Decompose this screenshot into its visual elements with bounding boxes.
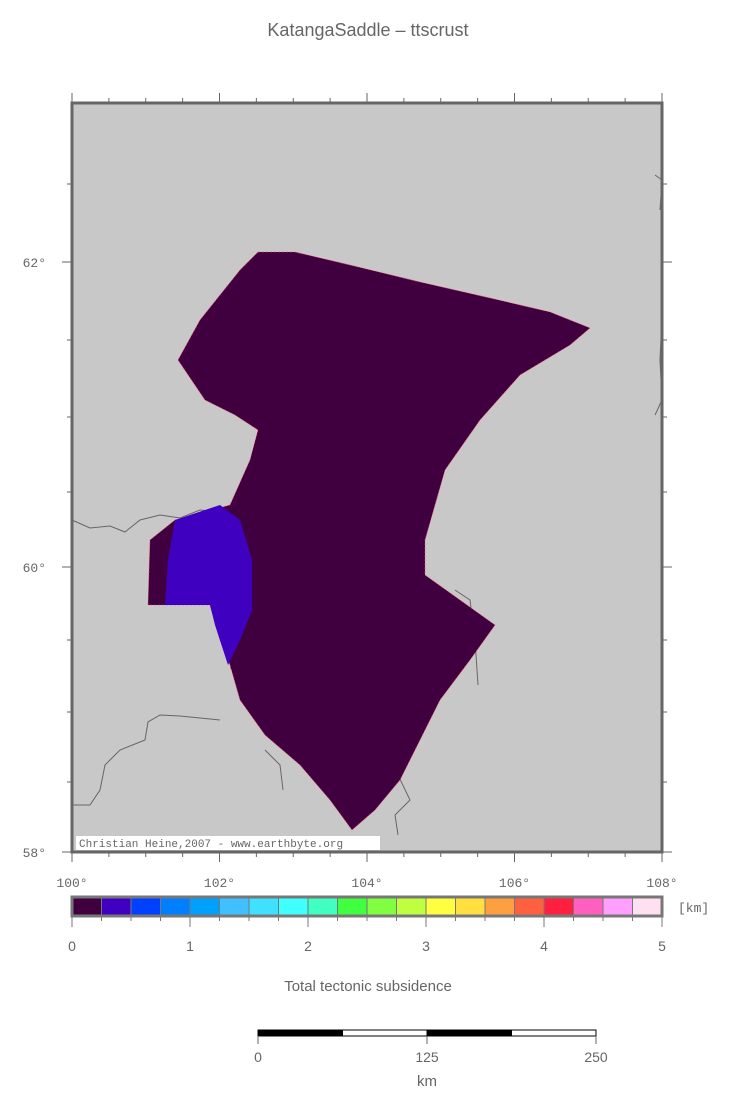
colorbar-swatch [337,897,368,916]
scalebar-unit: km [417,1073,437,1090]
colorbar-tick-label: 3 [422,938,430,954]
colorbar-swatch [484,897,515,916]
colorbar-swatch [307,897,338,916]
colorbar-swatch [101,897,132,916]
colorbar-swatch [573,897,604,916]
lon-tick-label: 106° [499,876,530,891]
scalebar-segment [257,1029,343,1037]
scalebar-label: 125 [415,1049,439,1065]
credit-box [76,836,380,850]
lat-tick-label: 62° [23,256,46,271]
colorbar-swatch [366,897,397,916]
colorbar-swatch [248,897,279,916]
colorbar-tick-label: 1 [186,938,194,954]
colorbar-unit: [km] [678,901,709,916]
scalebar-segment [342,1029,428,1037]
colorbar-swatch [514,897,545,916]
subsidence-region-main [147,251,591,831]
colorbar-swatch [543,897,574,916]
colorbar-swatch [130,897,161,916]
credit-text: Christian Heine,2007 - www.earthbyte.org [79,839,343,851]
lon-tick-label: 102° [204,876,235,891]
scalebar-segment [511,1029,597,1037]
colorbar-tick-label: 5 [658,938,666,954]
colorbar-swatch [219,897,250,916]
lat-tick-label: 58° [23,846,46,861]
colorbar-swatch [278,897,309,916]
colorbar-swatch [425,897,456,916]
colorbar-tick-label: 4 [540,938,548,954]
lat-tick-label: 60° [23,561,46,576]
map-title: KatangaSaddle – ttscrust [267,20,468,40]
lon-tick-label: 100° [56,876,87,891]
colorbar-swatch [602,897,633,916]
colorbar-swatch [189,897,220,916]
colorbar-swatch [160,897,191,916]
colorbar-tick-label: 2 [304,938,312,954]
colorbar-swatch [632,897,663,916]
subsidence-region-patch [165,505,252,665]
colorbar-swatch [71,897,102,916]
colorbar-tick-label: 0 [68,938,76,954]
lon-tick-label: 108° [646,876,677,891]
lon-tick-label: 104° [351,876,382,891]
scalebar-label: 250 [584,1049,608,1065]
scalebar-label: 0 [254,1049,262,1065]
colorbar-swatch [455,897,486,916]
colorbar-label: Total tectonic subsidence [284,978,452,995]
colorbar-swatch [396,897,427,916]
scalebar-segment [426,1029,512,1037]
